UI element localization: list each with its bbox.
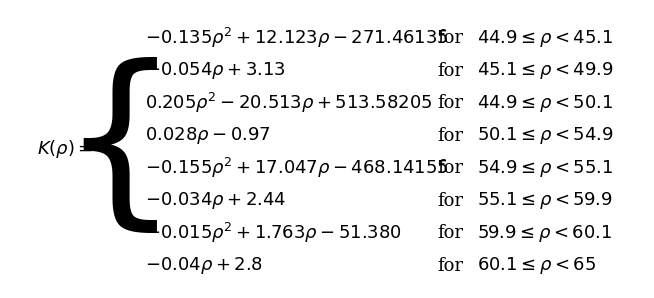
Text: $54.9 \leq \rho < 55.1$: $54.9 \leq \rho < 55.1$ (477, 158, 613, 179)
Text: $-0.155\rho^2+17.047\rho-468.14155$: $-0.155\rho^2+17.047\rho-468.14155$ (145, 156, 449, 180)
Text: $44.9 \leq \rho < 45.1$: $44.9 \leq \rho < 45.1$ (477, 28, 613, 49)
Text: $-0.04\rho+2.8$: $-0.04\rho+2.8$ (145, 255, 262, 276)
Text: $55.1 \leq \rho < 59.9$: $55.1 \leq \rho < 59.9$ (477, 190, 612, 211)
Text: $-0.015\rho^2+1.763\rho-51.380$: $-0.015\rho^2+1.763\rho-51.380$ (145, 221, 402, 245)
Text: for: for (438, 192, 464, 210)
Text: for: for (438, 127, 464, 145)
Text: $\{$: $\{$ (60, 58, 158, 240)
Text: $-0.054\rho+3.13$: $-0.054\rho+3.13$ (145, 60, 285, 81)
Text: $59.9 \leq \rho < 60.1$: $59.9 \leq \rho < 60.1$ (477, 223, 612, 244)
Text: for: for (438, 159, 464, 177)
Text: $44.9 \leq \rho < 50.1$: $44.9 \leq \rho < 50.1$ (477, 93, 613, 114)
Text: for: for (438, 257, 464, 275)
Text: for: for (438, 224, 464, 242)
Text: $50.1 \leq \rho < 54.9$: $50.1 \leq \rho < 54.9$ (477, 125, 613, 146)
Text: $K(\rho)=$: $K(\rho)=$ (37, 138, 93, 160)
Text: $0.028\rho-0.97$: $0.028\rho-0.97$ (145, 125, 270, 146)
Text: $60.1 \leq \rho < 65$: $60.1 \leq \rho < 65$ (477, 255, 596, 276)
Text: for: for (438, 62, 464, 80)
Text: $0.205\rho^2-20.513\rho+513.58205$: $0.205\rho^2-20.513\rho+513.58205$ (145, 91, 432, 115)
Text: $-0.135\rho^2+12.123\rho-271.46135$: $-0.135\rho^2+12.123\rho-271.46135$ (145, 26, 449, 50)
Text: for: for (438, 94, 464, 112)
Text: $-0.034\rho+2.44$: $-0.034\rho+2.44$ (145, 190, 286, 211)
Text: for: for (438, 29, 464, 47)
Text: $45.1 \leq \rho < 49.9$: $45.1 \leq \rho < 49.9$ (477, 60, 613, 81)
